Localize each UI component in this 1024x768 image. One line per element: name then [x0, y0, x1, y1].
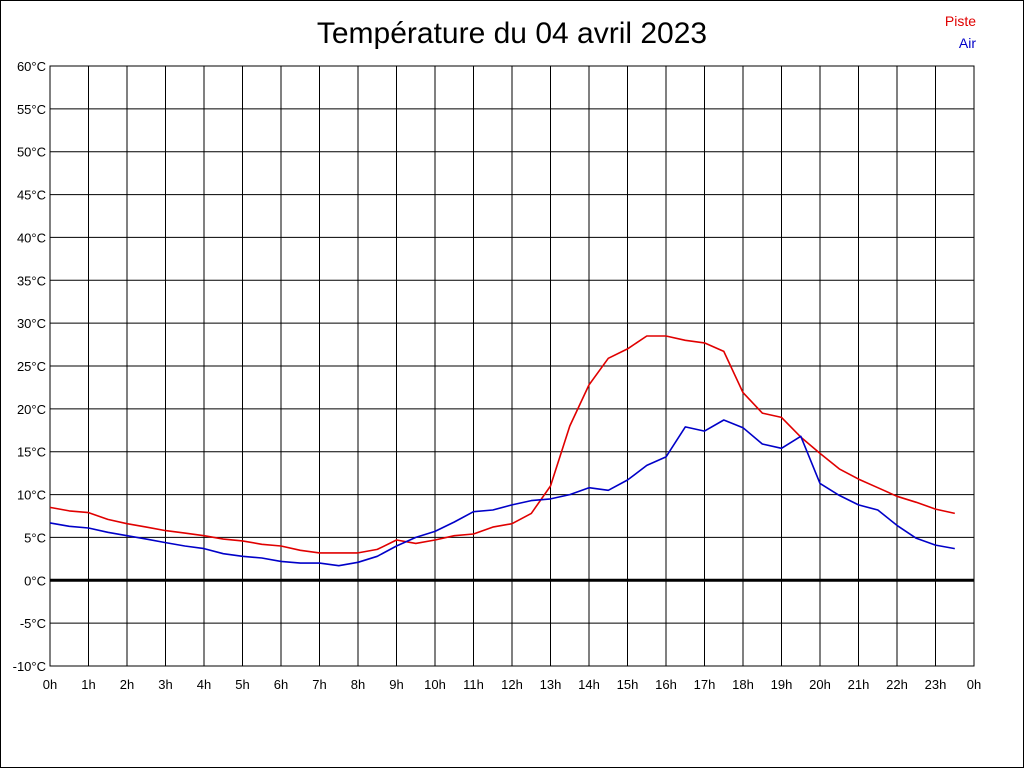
- x-tick-label: 2h: [120, 677, 134, 692]
- x-tick-label: 22h: [886, 677, 908, 692]
- y-tick-label: 10°C: [17, 488, 46, 503]
- chart-title: Température du 04 avril 2023: [316, 17, 708, 50]
- y-tick-label: 50°C: [17, 145, 46, 160]
- x-tick-label: 14h: [578, 677, 600, 692]
- x-tick-label: 17h: [694, 677, 716, 692]
- y-tick-label: -5°C: [20, 616, 46, 631]
- x-tick-label: 13h: [540, 677, 562, 692]
- x-tick-label: 3h: [158, 677, 172, 692]
- x-tick-label: 11h: [463, 677, 484, 692]
- x-tick-label: 19h: [771, 677, 793, 692]
- y-tick-label: 5°C: [24, 530, 46, 545]
- x-tick-label: 18h: [732, 677, 754, 692]
- x-tick-label: 5h: [235, 677, 249, 692]
- x-tick-label: 8h: [351, 677, 365, 692]
- x-tick-label: 4h: [197, 677, 211, 692]
- y-tick-label: 40°C: [17, 230, 46, 245]
- series-line-air: [49, 419, 955, 567]
- y-tick-label: -10°C: [13, 659, 46, 674]
- x-tick-label: 7h: [312, 677, 326, 692]
- y-tick-label: 20°C: [17, 402, 46, 417]
- x-tick-label: 1h: [81, 677, 95, 692]
- y-tick-label: 30°C: [17, 316, 46, 331]
- x-tick-label: 23h: [925, 677, 947, 692]
- y-tick-label: 45°C: [17, 188, 46, 203]
- x-tick-label: 9h: [389, 677, 403, 692]
- x-tick-label: 20h: [809, 677, 831, 692]
- y-tick-label: 35°C: [17, 273, 46, 288]
- x-tick-label: 15h: [617, 677, 639, 692]
- x-tick-label: 21h: [848, 677, 870, 692]
- y-tick-label: 55°C: [17, 102, 46, 117]
- x-tick-label: 12h: [501, 677, 523, 692]
- x-tick-label: 0h: [967, 677, 981, 692]
- y-tick-label: 60°C: [17, 59, 46, 74]
- x-tick-label: 16h: [655, 677, 677, 692]
- x-tick-label: 10h: [424, 677, 446, 692]
- legend-entry-piste: Piste: [944, 13, 976, 29]
- series-line-piste: [49, 335, 955, 554]
- x-tick-label: 0h: [43, 677, 57, 692]
- x-tick-label: 6h: [274, 677, 288, 692]
- y-tick-label: 25°C: [17, 359, 46, 374]
- y-tick-label: 0°C: [24, 573, 46, 588]
- y-tick-label: 15°C: [17, 445, 46, 460]
- legend-entry-air: Air: [958, 35, 976, 51]
